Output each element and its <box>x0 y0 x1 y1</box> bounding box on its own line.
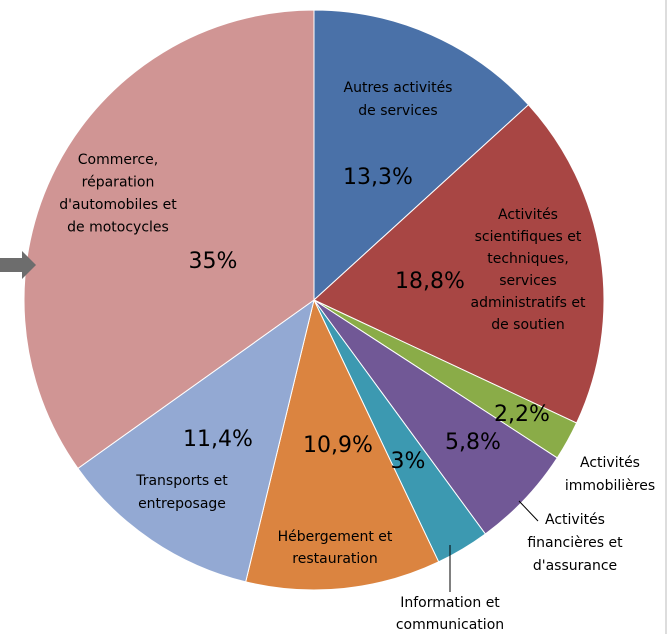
value-label: 10,9% <box>303 433 373 458</box>
slice-label: de services <box>358 103 437 119</box>
slice-label: Activités <box>498 207 558 223</box>
leader-line <box>518 500 539 522</box>
slice-label: immobilières <box>565 478 655 494</box>
slice-label: Activités <box>580 455 640 471</box>
value-label: 2,2% <box>494 402 550 427</box>
slice-label: Transports et <box>135 473 228 489</box>
value-label: 18,8% <box>395 269 465 294</box>
slice-label: services <box>499 273 556 289</box>
pie-slice <box>313 104 605 424</box>
arrow <box>0 251 36 279</box>
slice-label: Commerce, <box>78 152 158 168</box>
slice-label: techniques, <box>487 251 569 267</box>
value-label: 3% <box>391 449 426 474</box>
value-label: 13,3% <box>343 165 413 190</box>
value-label: 35% <box>189 249 238 274</box>
slice-label: communication <box>396 617 504 633</box>
slice-label: Hébergement et <box>278 529 393 545</box>
slice-label: de motocycles <box>67 220 169 236</box>
value-label: 5,8% <box>445 430 501 455</box>
slice-label: de soutien <box>491 317 565 333</box>
slice-label: entreposage <box>138 496 226 512</box>
slice-label: scientifiques et <box>475 229 582 245</box>
slice-label: restauration <box>292 551 377 567</box>
slice-label: administratifs et <box>470 295 586 311</box>
slice-label: Information et <box>400 595 500 611</box>
slice-label: d'assurance <box>533 558 617 574</box>
pie-slice <box>23 9 315 470</box>
value-label: 11,4% <box>183 427 253 452</box>
slice-label: Autres activités <box>344 80 453 96</box>
slice-label: financières et <box>527 535 623 551</box>
pie-slice <box>77 298 315 583</box>
pie-slice <box>313 9 530 302</box>
slice-label: d'automobiles et <box>59 197 177 213</box>
pie-slice <box>245 298 440 591</box>
slice-label: Activités <box>545 512 605 528</box>
slice-label: réparation <box>82 175 155 191</box>
